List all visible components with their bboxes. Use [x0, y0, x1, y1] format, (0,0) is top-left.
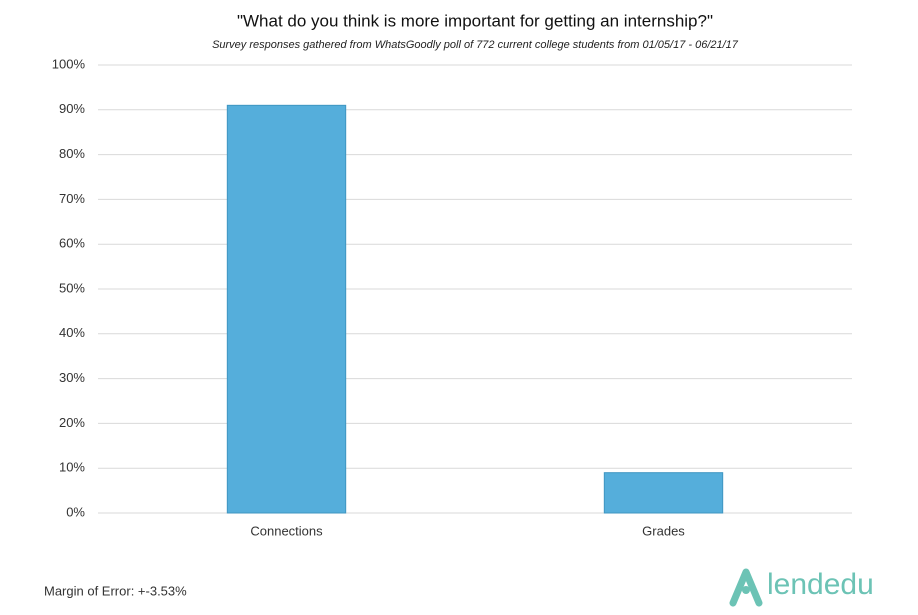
y-tick-label: 60% [59, 236, 85, 251]
bar [603, 472, 724, 514]
y-tick-label: 40% [59, 325, 85, 340]
logo-text: lendedu [767, 568, 874, 601]
x-tick-label: Connections [250, 523, 323, 538]
footnote: Margin of Error: +-3.53% [44, 583, 187, 598]
chart-title: "What do you think is more important for… [237, 11, 713, 30]
y-tick-label: 100% [52, 56, 86, 71]
chart-subtitle: Survey responses gathered from WhatsGood… [212, 39, 739, 51]
x-tick-label: Grades [642, 523, 685, 538]
logo-icon [729, 568, 763, 607]
y-tick-label: 50% [59, 280, 85, 295]
y-tick-label: 0% [66, 504, 85, 519]
y-tick-label: 20% [59, 415, 85, 430]
bar [226, 104, 347, 514]
y-tick-label: 80% [59, 146, 85, 161]
y-tick-label: 70% [59, 191, 85, 206]
y-tick-label: 30% [59, 370, 85, 385]
y-tick-label: 10% [59, 460, 85, 475]
y-tick-label: 90% [59, 101, 85, 116]
